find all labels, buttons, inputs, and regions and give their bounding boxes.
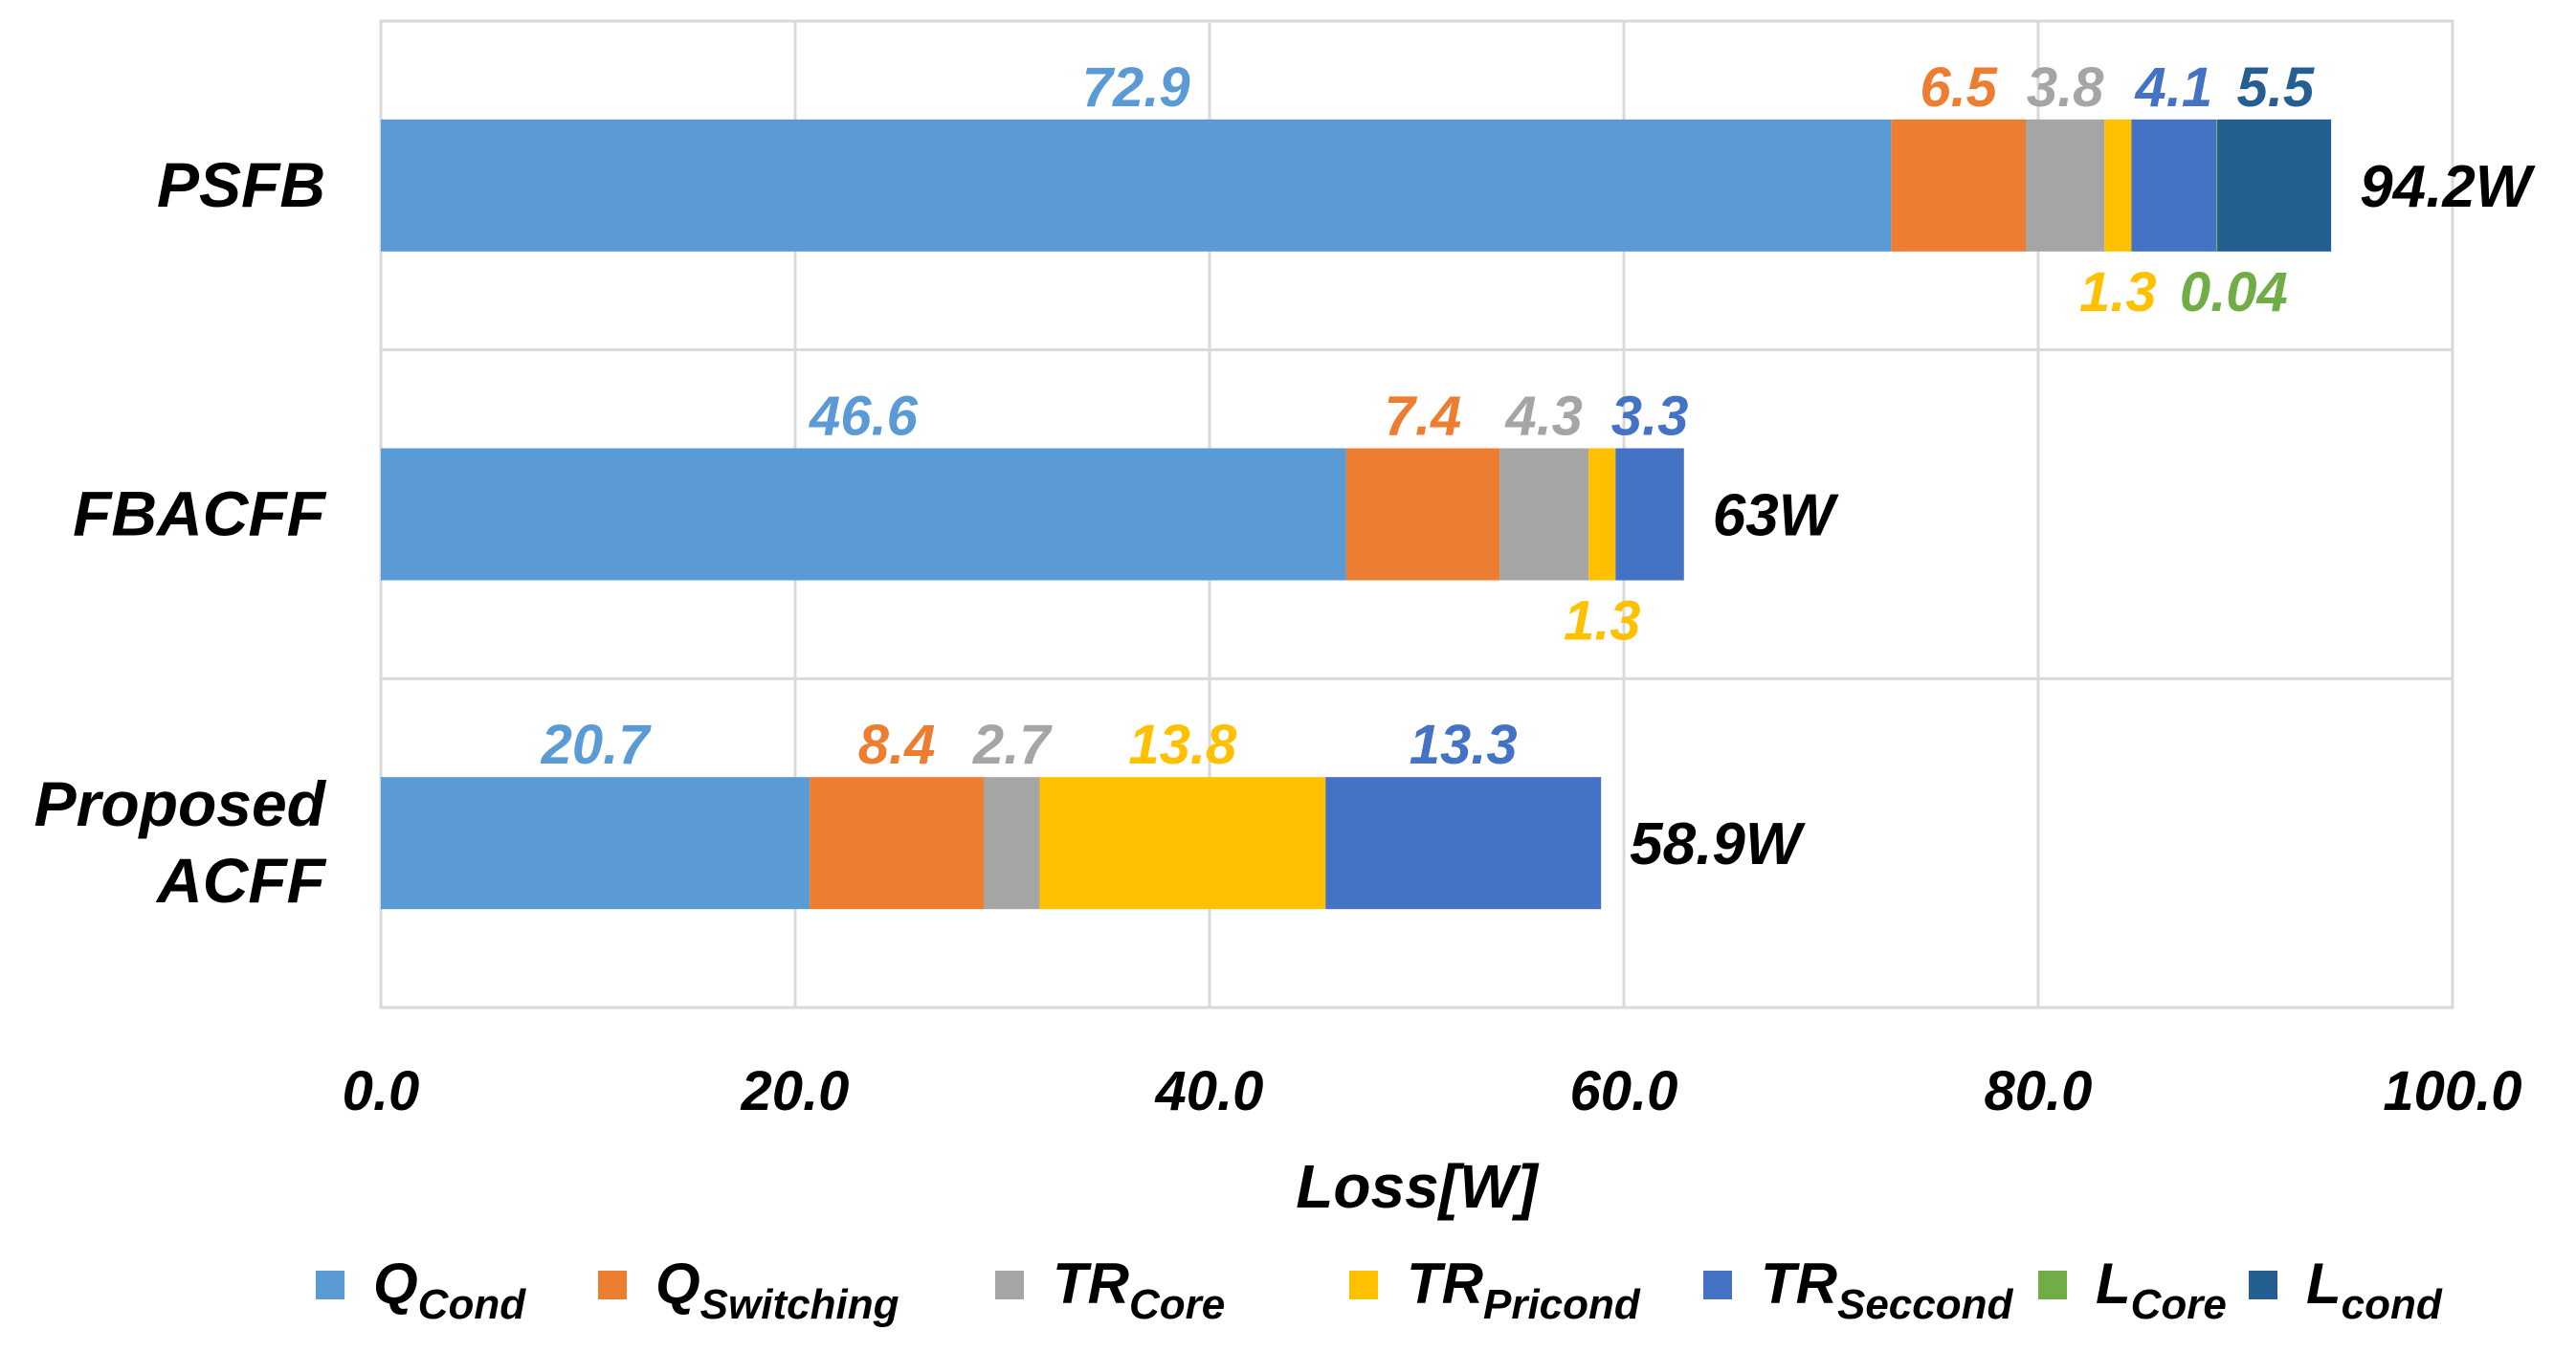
data-label: 4.3: [1504, 386, 1583, 448]
legend-swatch: [2249, 1271, 2277, 1299]
x-tick-label: 100.0: [2383, 1060, 2521, 1122]
data-label: 2.7: [972, 714, 1053, 776]
bar-segment: [1345, 448, 1500, 581]
bar-segment: [1615, 448, 1684, 581]
x-tick-label: 20.0: [741, 1060, 850, 1122]
bar-segment: [2217, 119, 2332, 252]
legend-swatch: [2038, 1271, 2067, 1299]
bar-segment: [381, 448, 1346, 581]
data-label: 72.9: [1082, 56, 1190, 119]
legend-swatch: [1349, 1271, 1378, 1299]
legend-label: TRSeccond: [1761, 1252, 2013, 1328]
data-label: 3.3: [1611, 386, 1689, 448]
data-label: 1.3: [1564, 590, 1641, 653]
data-label: 5.5: [2236, 56, 2314, 119]
legend-label: LCore: [2096, 1252, 2227, 1328]
data-label: 8.4: [858, 714, 936, 776]
bar-segment: [984, 777, 1040, 910]
x-axis-title: Loss[W]: [1296, 1152, 1540, 1221]
bar-segment: [381, 777, 811, 910]
bar-segment: [1588, 448, 1616, 581]
data-label: 13.8: [1128, 714, 1237, 776]
category-label: ACFF: [155, 845, 327, 916]
bar-segment: [2131, 119, 2217, 252]
total-label: 58.9W: [1630, 811, 1806, 877]
category-label: PSFB: [157, 149, 325, 220]
bar-segment: [1039, 777, 1326, 910]
bar-segment: [2216, 119, 2218, 252]
bar-segment: [810, 777, 985, 910]
data-label: 3.8: [2027, 56, 2104, 119]
data-label: 1.3: [2079, 261, 2157, 323]
data-label: 13.3: [1410, 714, 1518, 776]
data-label: 6.5: [1920, 56, 1997, 119]
legend-swatch: [1703, 1271, 1732, 1299]
data-label: 0.04: [2180, 261, 2288, 323]
legend-label: Lcond: [2306, 1252, 2443, 1328]
data-label: 7.4: [1385, 386, 1462, 448]
legend-label: QCond: [373, 1252, 526, 1328]
legend-label: QSwitching: [655, 1252, 899, 1328]
total-label: 63W: [1713, 483, 1839, 549]
bar-segment: [1325, 777, 1602, 910]
x-tick-label: 0.0: [343, 1060, 420, 1122]
category-label: FBACFF: [73, 478, 327, 549]
legend-swatch: [598, 1271, 627, 1299]
data-label: 4.1: [2134, 56, 2212, 119]
x-tick-label: 80.0: [1985, 1060, 2093, 1122]
legend-swatch: [995, 1271, 1024, 1299]
legend-swatch: [316, 1271, 344, 1299]
legend-label: TRCore: [1053, 1252, 1225, 1328]
bar-segment: [1891, 119, 2027, 252]
x-tick-label: 60.0: [1570, 1060, 1678, 1122]
bar-segment: [2104, 119, 2132, 252]
data-label: 46.6: [809, 386, 919, 448]
x-tick-label: 40.0: [1155, 1060, 1264, 1122]
data-label: 20.7: [541, 714, 653, 776]
total-label: 94.2W: [2360, 154, 2536, 220]
bar-segment: [2026, 119, 2105, 252]
bar-segment: [1499, 448, 1589, 581]
legend-label: TRPricond: [1407, 1252, 1641, 1328]
bar-segment: [381, 119, 1892, 252]
category-label: Proposed: [34, 768, 327, 839]
